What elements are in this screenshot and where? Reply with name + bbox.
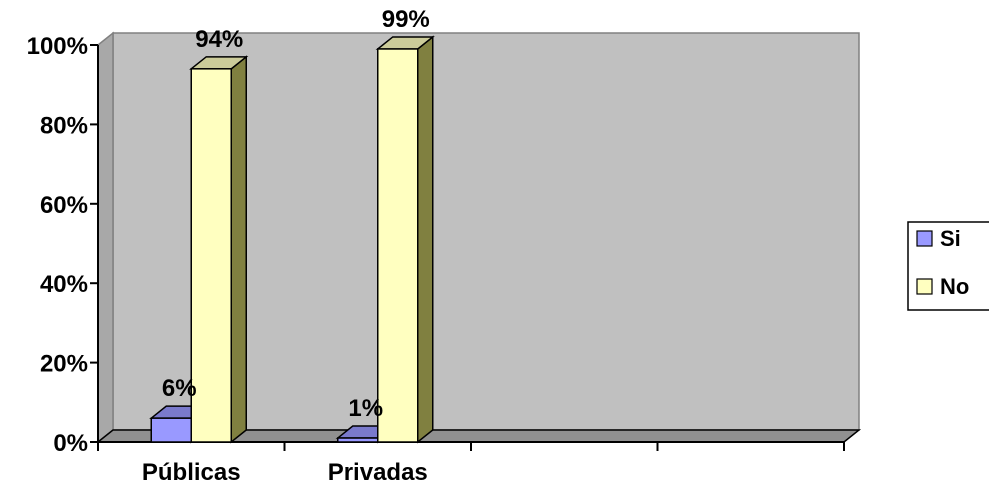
y-tick-label: 20% xyxy=(40,351,88,378)
category-labels: Públicas Privadas xyxy=(142,459,428,486)
bar-si-0 xyxy=(151,418,191,442)
y-tick-label: 0% xyxy=(53,430,88,457)
bar-no-0 xyxy=(191,69,231,442)
bar-side-no xyxy=(231,57,246,442)
y-tick-label: 100% xyxy=(27,33,88,60)
bar-side-no xyxy=(418,37,433,442)
y-axis-ticks: 0% 20% 40% 60% 80% 100% xyxy=(27,33,98,457)
data-label: 6% xyxy=(162,375,197,402)
data-label: 1% xyxy=(348,395,383,422)
legend: Si No xyxy=(908,222,989,310)
bar-no-1 xyxy=(378,49,418,442)
category-label: Privadas xyxy=(328,459,428,486)
y-tick-label: 80% xyxy=(40,112,88,139)
y-tick-label: 60% xyxy=(40,192,88,219)
category-label: Públicas xyxy=(142,459,241,486)
y-tick-label: 40% xyxy=(40,271,88,298)
legend-swatch-si xyxy=(917,231,932,246)
legend-label-no: No xyxy=(940,274,969,299)
legend-label-si: Si xyxy=(940,226,961,251)
x-axis-ticks xyxy=(98,442,844,451)
bar-si-1 xyxy=(338,438,378,442)
data-label: 99% xyxy=(382,6,430,33)
data-label: 94% xyxy=(195,26,243,53)
legend-swatch-no xyxy=(917,279,932,294)
plot-side-wall xyxy=(98,33,113,442)
